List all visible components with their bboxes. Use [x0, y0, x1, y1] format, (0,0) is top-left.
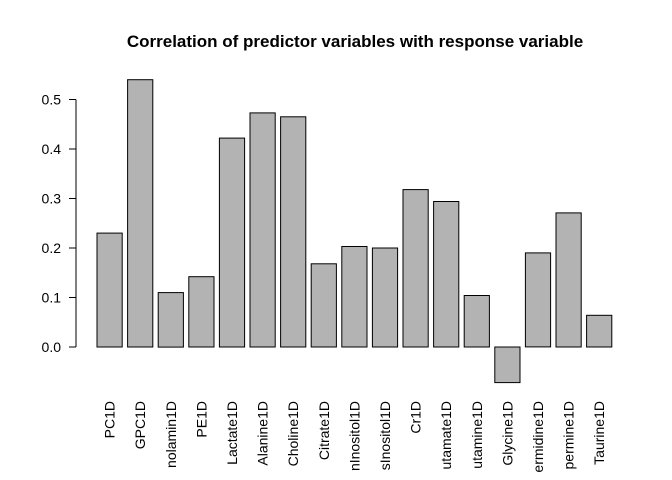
- bar-utamate1d: [433, 201, 460, 348]
- bar-permine1d: [555, 212, 582, 348]
- y-axis: 0.0 0.1 0.2 0.3 0.4 0.5: [42, 92, 77, 355]
- x-category-label: Lactate1D: [224, 401, 240, 465]
- bar-ninositol1d: [341, 246, 368, 348]
- bar-sinositol1d: [371, 247, 399, 348]
- bar-choline1d: [280, 116, 307, 348]
- x-category-label: nInositol1D: [346, 401, 362, 471]
- bar-ermidine1d: [524, 252, 552, 348]
- bar-lactate1d: [218, 137, 246, 348]
- chart-title: Correlation of predictor variables with …: [127, 32, 583, 51]
- x-category-label: utamate1D: [438, 401, 454, 469]
- x-category-label: Taurine1D: [591, 401, 607, 465]
- y-tick-label: 0.1: [42, 290, 62, 306]
- bar-alanine1d: [249, 112, 276, 348]
- x-axis-labels: PC1D GPC1D nolamin1D PE1D Lactate1D Alanine1D…: [102, 401, 608, 473]
- bar-taurine1d: [586, 314, 613, 348]
- bar-glycine1d: [494, 346, 521, 384]
- bar-nolamin1d: [157, 292, 184, 348]
- y-tick-label: 0.2: [42, 240, 62, 256]
- x-category-label: nolamin1D: [163, 401, 179, 468]
- x-category-label: sInositol1D: [377, 401, 393, 470]
- x-category-label: ermidine1D: [530, 401, 546, 473]
- y-tick-label: 0.5: [42, 92, 62, 108]
- x-category-label: Alanine1D: [255, 401, 271, 466]
- bar-cr1d: [402, 189, 429, 348]
- bar-citrate1d: [310, 263, 337, 348]
- bar-utamine1d: [463, 295, 490, 348]
- x-category-label: PE1D: [193, 401, 209, 438]
- y-tick-label: 0.0: [42, 339, 62, 355]
- x-category-label: Glycine1D: [499, 401, 515, 466]
- x-category-label: GPC1D: [132, 401, 148, 449]
- bar-gpc1d: [127, 79, 154, 348]
- x-category-label: PC1D: [102, 401, 118, 438]
- y-tick-label: 0.4: [42, 141, 62, 157]
- bars-group: [96, 79, 613, 384]
- y-tick-label: 0.3: [42, 191, 62, 207]
- bar-pc1d: [96, 232, 123, 348]
- bar-pe1d: [188, 276, 215, 348]
- x-category-label: Choline1D: [285, 401, 301, 466]
- x-category-label: Cr1D: [408, 401, 424, 434]
- x-category-label: utamine1D: [469, 401, 485, 469]
- x-category-label: permine1D: [561, 401, 577, 469]
- x-category-label: Citrate1D: [316, 401, 332, 460]
